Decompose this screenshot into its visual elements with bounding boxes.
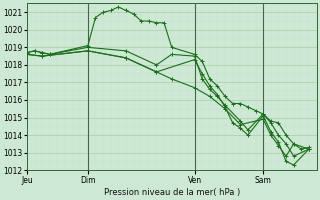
X-axis label: Pression niveau de la mer( hPa ): Pression niveau de la mer( hPa ) bbox=[104, 188, 240, 197]
